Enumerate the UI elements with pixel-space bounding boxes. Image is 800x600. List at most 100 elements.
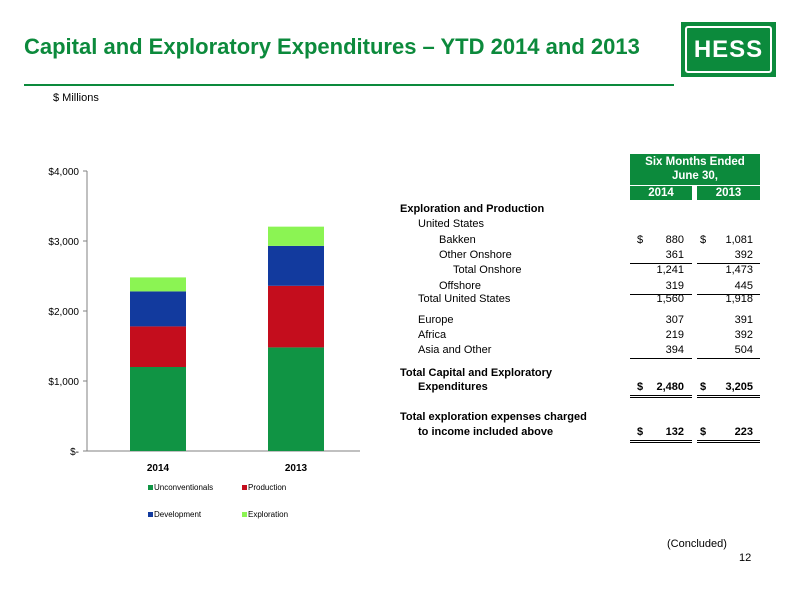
value-2014: 880 xyxy=(665,234,684,246)
value-2013: 392 xyxy=(734,249,753,261)
value-2013: 391 xyxy=(734,314,753,326)
value-2013: 3,205 xyxy=(725,381,753,393)
value-2014: 1,560 xyxy=(656,293,684,305)
y-tick-label: $1,000 xyxy=(48,377,79,388)
concluded-note: (Concluded) xyxy=(667,538,727,550)
double-underline xyxy=(697,440,760,443)
double-underline xyxy=(630,440,692,443)
value-2014: 394 xyxy=(665,344,684,356)
value-2013: 1,918 xyxy=(725,293,753,305)
row-label: Total United States xyxy=(418,293,511,305)
year-header-2014: 2014 xyxy=(630,186,692,200)
table-row: Other Onshore 361 392 xyxy=(400,248,760,262)
row-label: Bakken xyxy=(439,234,476,246)
value-2013: 223 xyxy=(734,426,753,438)
x-tick-label: 2013 xyxy=(285,463,308,474)
underline xyxy=(697,263,760,264)
row-label: Asia and Other xyxy=(418,344,492,356)
row-label: Total Capital and Exploratory xyxy=(400,367,552,379)
bar-production-2014 xyxy=(130,326,186,367)
legend-label: Exploration xyxy=(248,510,288,519)
table-row: Expenditures $2,480 $3,205 xyxy=(400,380,760,394)
units-subtitle: $ Millions xyxy=(53,92,99,104)
value-2013: 504 xyxy=(734,344,753,356)
table-row: Offshore 319 445 xyxy=(400,279,760,293)
row-label: Exploration and Production xyxy=(400,203,545,215)
table-row: Africa 219 392 xyxy=(400,328,760,342)
value-2014: 361 xyxy=(665,249,684,261)
title-rule xyxy=(24,84,674,86)
row-label: to income included above xyxy=(418,426,554,438)
bar-exploration-2014 xyxy=(130,277,186,292)
underline xyxy=(630,263,692,264)
legend-swatch xyxy=(148,512,153,517)
underline xyxy=(630,358,692,359)
page-number: 12 xyxy=(739,552,752,564)
legend-swatch xyxy=(242,512,247,517)
row-label: Offshore xyxy=(439,280,481,292)
currency-2013: $ xyxy=(700,381,707,393)
hess-logo-frame: HESS xyxy=(685,26,772,73)
row-label: Other Onshore xyxy=(439,249,512,261)
value-2013: 1,473 xyxy=(725,264,753,276)
value-2013: 445 xyxy=(734,280,753,292)
period-header-line1: Six Months Ended xyxy=(645,156,745,168)
row-label: Africa xyxy=(418,329,447,341)
value-2013: 392 xyxy=(734,329,753,341)
period-header: Six Months Ended June 30, xyxy=(630,154,760,185)
page-title: Capital and Exploratory Expenditures – Y… xyxy=(24,34,640,59)
legend-label: Development xyxy=(154,510,202,519)
legend-label: Production xyxy=(248,483,286,492)
table-row: Total Onshore 1,241 1,473 xyxy=(400,263,760,277)
bar-development-2014 xyxy=(130,291,186,327)
value-2014: 2,480 xyxy=(656,381,684,393)
currency-2013: $ xyxy=(700,426,707,438)
bar-development-2013 xyxy=(268,245,324,286)
underline xyxy=(697,358,760,359)
table-row: Asia and Other 394 504 xyxy=(400,343,760,357)
value-2014: 307 xyxy=(665,314,684,326)
hess-logo-text: HESS xyxy=(693,35,764,63)
y-tick-label: $4,000 xyxy=(48,167,79,178)
table-row: Europe 307 391 xyxy=(400,313,760,327)
table-row: Bakken $880 $1,081 xyxy=(400,233,760,247)
currency-2014: $ xyxy=(637,381,644,393)
table-row: Exploration and Production xyxy=(400,202,760,216)
expenditure-chart: $- $1,000 $2,000 $3,000 $4,000 2014 2013 Unconv… xyxy=(48,167,360,519)
table-row: United States xyxy=(400,217,760,231)
table-row: to income included above $132 $223 xyxy=(400,425,760,439)
legend-swatch xyxy=(242,485,247,490)
value-2014: 319 xyxy=(665,280,684,292)
legend-swatch xyxy=(148,485,153,490)
x-tick-label: 2014 xyxy=(147,463,170,474)
currency-2014: $ xyxy=(637,234,644,246)
row-label: United States xyxy=(418,218,485,230)
row-label: Total Onshore xyxy=(453,264,522,276)
value-2014: 219 xyxy=(665,329,684,341)
hess-logo: HESS xyxy=(681,22,776,77)
y-tick-label: $3,000 xyxy=(48,237,79,248)
bar-unconventionals-2014 xyxy=(130,367,186,451)
double-underline xyxy=(697,395,760,398)
currency-2014: $ xyxy=(637,426,644,438)
row-label: Total exploration expenses charged xyxy=(400,411,587,423)
bar-exploration-2013 xyxy=(268,226,324,246)
row-label: Expenditures xyxy=(418,381,488,393)
y-tick-label: $- xyxy=(70,447,79,458)
underline xyxy=(697,294,760,295)
bar-production-2013 xyxy=(268,285,324,348)
table-row: Total United States 1,560 1,918 xyxy=(400,292,760,306)
row-label: Europe xyxy=(418,314,454,326)
period-header-line2: June 30, xyxy=(671,170,719,182)
value-2014: 1,241 xyxy=(656,264,684,276)
value-2014: 132 xyxy=(665,426,684,438)
y-tick-label: $2,000 xyxy=(48,307,79,318)
underline xyxy=(630,294,692,295)
legend-label: Unconventionals xyxy=(154,483,213,492)
value-2013: 1,081 xyxy=(725,234,753,246)
currency-2013: $ xyxy=(700,234,707,246)
year-header-2013: 2013 xyxy=(697,186,760,200)
table-row: Total Capital and Exploratory xyxy=(400,366,760,380)
table-row: Total exploration expenses charged xyxy=(400,410,760,424)
double-underline xyxy=(630,395,692,398)
